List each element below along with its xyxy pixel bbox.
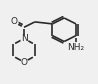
Text: N: N: [21, 34, 27, 43]
Text: O: O: [20, 58, 28, 67]
Text: NH₂: NH₂: [67, 43, 84, 52]
Text: O: O: [10, 17, 17, 26]
